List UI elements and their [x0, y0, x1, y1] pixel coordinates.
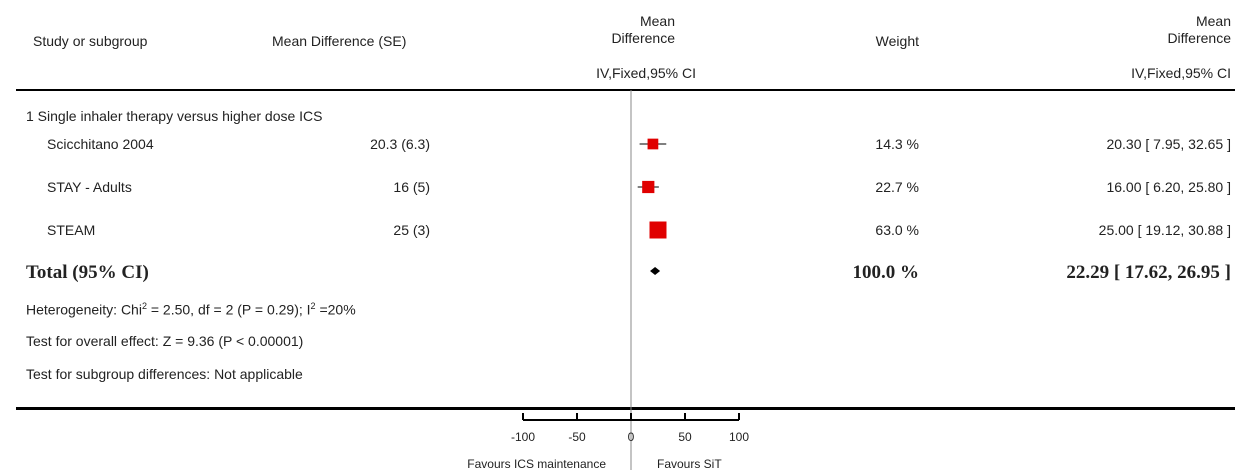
header-plot-line2: Difference [611, 30, 675, 46]
header-weight: Weight [875, 33, 919, 49]
total-weight: 100.0 % [852, 262, 920, 283]
heterogeneity-text: Heterogeneity: Chi2 = 2.50, df = 2 (P = … [26, 301, 356, 318]
x-tick-label: 50 [678, 430, 692, 444]
study-md-se: 16 (5) [393, 179, 430, 195]
header-plot-line1: Mean [639, 13, 675, 29]
overall-effect-text: Test for overall effect: Z = 9.36 (P < 0… [26, 333, 304, 349]
subgroup-title: 1 Single inhaler therapy versus higher d… [26, 108, 323, 124]
header-md-line2: Difference [1167, 30, 1231, 46]
header-rule [16, 89, 1235, 91]
study-weight: 22.7 % [875, 179, 919, 195]
pooled-diamond [650, 267, 661, 275]
header-md-sub: IV,Fixed,95% CI [1131, 65, 1231, 81]
header-md-line1: Mean [1195, 13, 1231, 29]
header-study: Study or subgroup [33, 33, 148, 49]
study-weight: 63.0 % [875, 222, 919, 238]
study-ci-text: 20.30 [ 7.95, 32.65 ] [1106, 136, 1231, 152]
total-label: Total (95% CI) [26, 262, 149, 283]
effect-marker [642, 180, 655, 194]
study-ci-text: 16.00 [ 6.20, 25.80 ] [1106, 179, 1231, 195]
x-tick-label: -100 [511, 430, 535, 444]
x-tick-label: 100 [729, 430, 749, 444]
study-ci-text: 25.00 [ 19.12, 30.88 ] [1098, 222, 1231, 238]
effect-marker [647, 138, 659, 150]
study-name: STEAM [47, 222, 96, 238]
study-name: Scicchitano 2004 [47, 136, 154, 152]
study-name: STAY - Adults [47, 179, 132, 195]
footer-rule [16, 407, 1235, 410]
header-md-se: Mean Difference (SE) [272, 33, 407, 49]
x-tick-label: -50 [568, 430, 586, 444]
effect-marker [649, 221, 667, 239]
favours-left-label: Favours ICS maintenance [467, 457, 606, 471]
study-weight: 14.3 % [875, 136, 919, 152]
total-ci-text: 22.29 [ 17.62, 26.95 ] [1066, 262, 1231, 283]
favours-right-label: Favours SiT [657, 457, 722, 471]
header-plot-sub: IV,Fixed,95% CI [596, 65, 696, 81]
study-md-se: 20.3 (6.3) [370, 136, 430, 152]
study-md-se: 25 (3) [393, 222, 430, 238]
subgroup-diff-text: Test for subgroup differences: Not appli… [26, 366, 303, 382]
x-tick-label: 0 [628, 430, 635, 444]
